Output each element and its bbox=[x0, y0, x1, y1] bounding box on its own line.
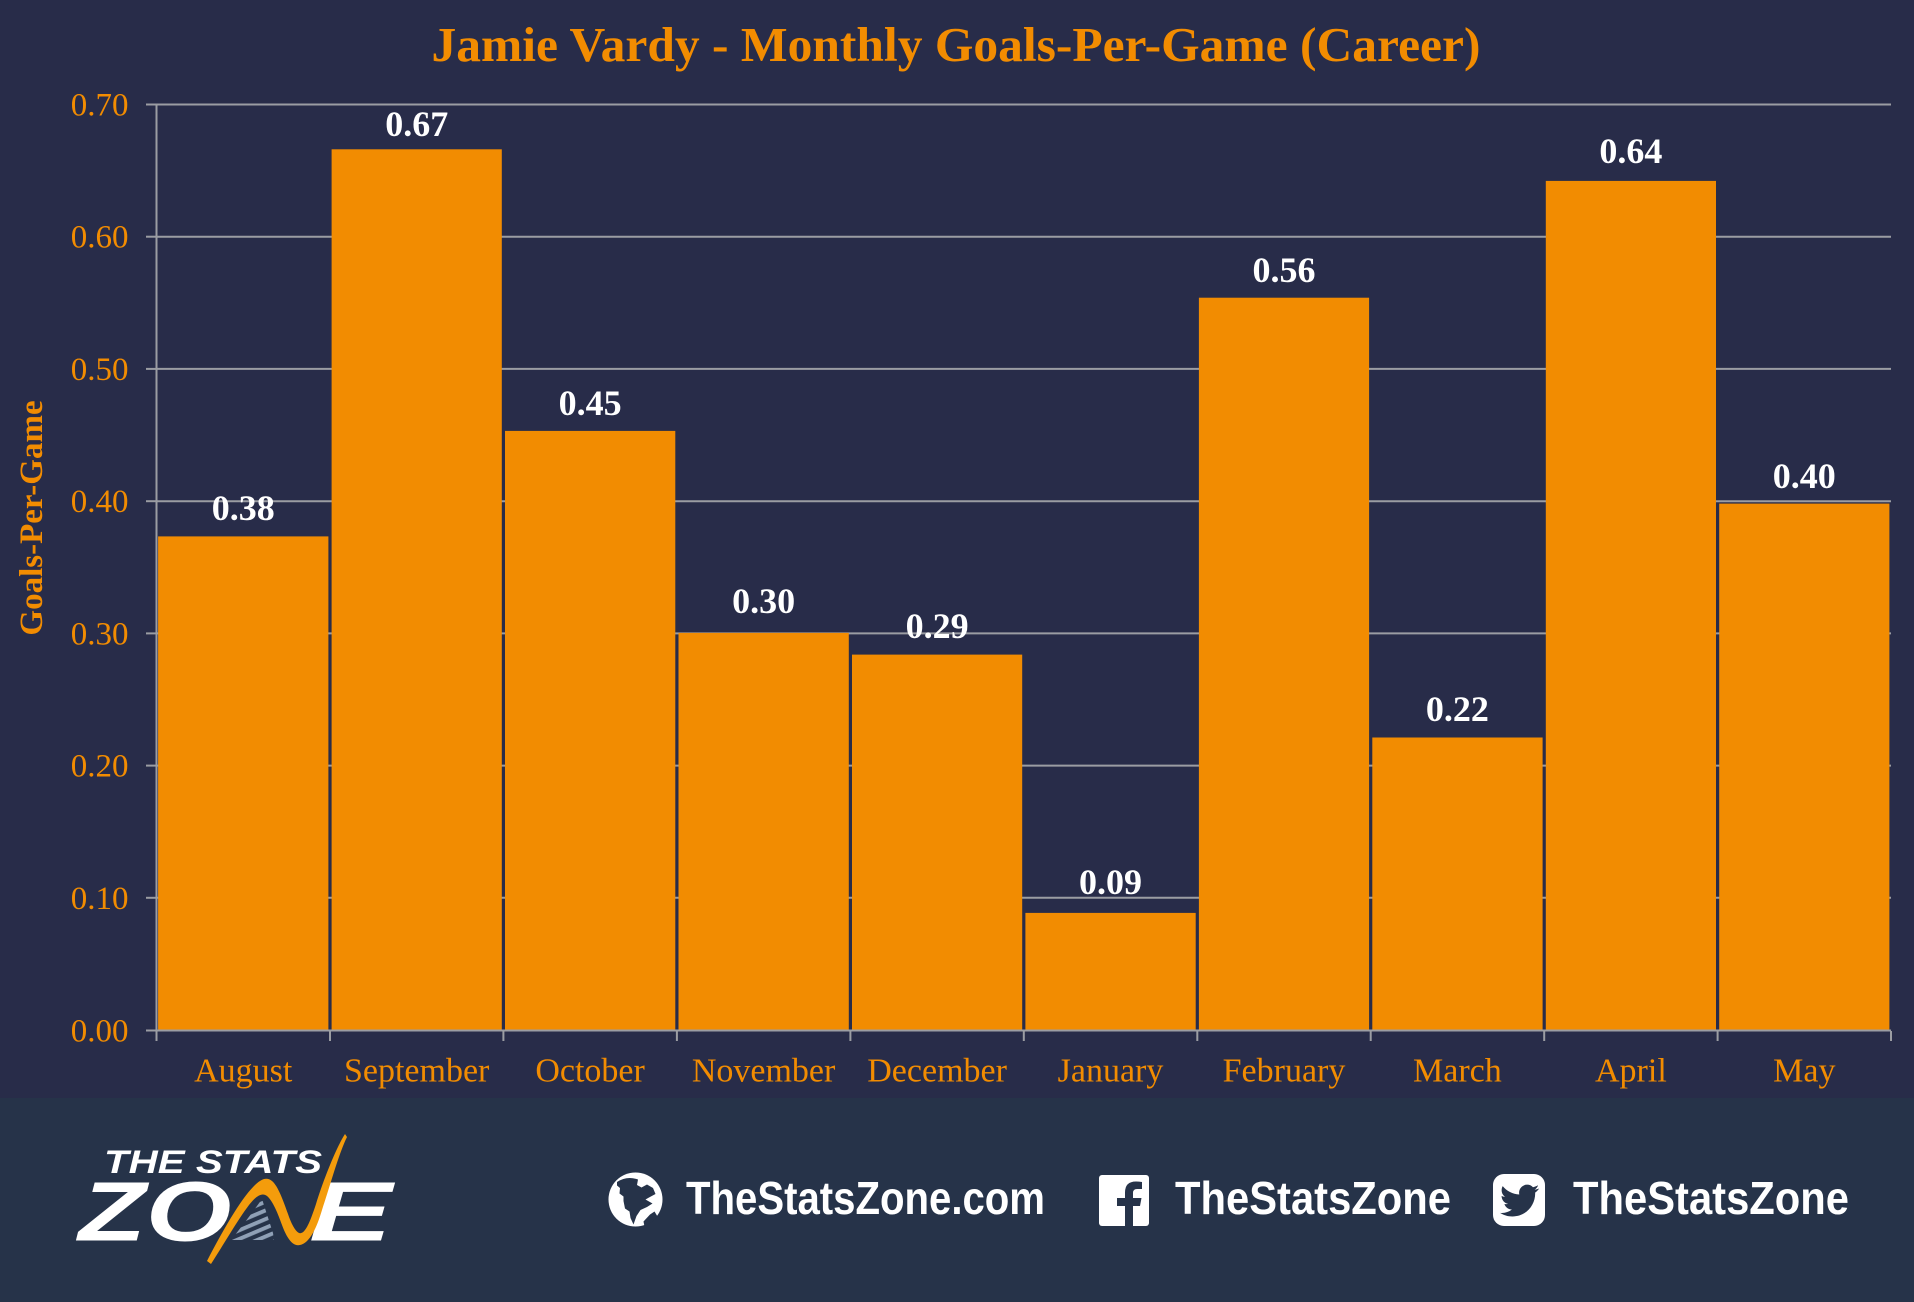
svg-text:December: December bbox=[867, 1053, 1007, 1090]
svg-text:March: March bbox=[1413, 1053, 1502, 1090]
svg-text:0.29: 0.29 bbox=[906, 606, 969, 646]
svg-text:Jamie Vardy - Monthly Goals-Pe: Jamie Vardy - Monthly Goals-Per-Game (Ca… bbox=[432, 17, 1481, 72]
svg-text:THE STATS: THE STATS bbox=[104, 1144, 323, 1180]
svg-text:0.00: 0.00 bbox=[71, 1014, 129, 1050]
svg-text:August: August bbox=[194, 1053, 293, 1090]
svg-text:0.40: 0.40 bbox=[1773, 456, 1836, 496]
svg-text:ZO: ZO bbox=[76, 1165, 232, 1259]
svg-text:0.30: 0.30 bbox=[732, 581, 795, 621]
svg-text:0.09: 0.09 bbox=[1079, 862, 1142, 902]
svg-text:0.67: 0.67 bbox=[385, 104, 448, 144]
svg-text:February: February bbox=[1223, 1053, 1346, 1090]
svg-text:0.64: 0.64 bbox=[1599, 131, 1662, 171]
svg-text:TheStatsZone.com: TheStatsZone.com bbox=[686, 1172, 1045, 1224]
svg-text:0.56: 0.56 bbox=[1253, 250, 1316, 290]
svg-text:0.40: 0.40 bbox=[71, 484, 129, 520]
svg-text:October: October bbox=[535, 1053, 645, 1090]
svg-text:September: September bbox=[344, 1053, 490, 1090]
svg-text:TheStatsZone: TheStatsZone bbox=[1573, 1172, 1849, 1224]
svg-text:April: April bbox=[1595, 1053, 1667, 1090]
svg-text:TheStatsZone: TheStatsZone bbox=[1175, 1172, 1451, 1224]
svg-text:Goals-Per-Game: Goals-Per-Game bbox=[14, 400, 50, 635]
svg-text:0.45: 0.45 bbox=[559, 383, 622, 423]
svg-text:0.70: 0.70 bbox=[71, 88, 129, 124]
svg-text:November: November bbox=[692, 1053, 836, 1090]
svg-text:0.60: 0.60 bbox=[71, 220, 129, 256]
svg-text:0.38: 0.38 bbox=[212, 488, 275, 528]
svg-text:0.22: 0.22 bbox=[1426, 689, 1489, 729]
svg-text:0.30: 0.30 bbox=[71, 616, 129, 652]
svg-text:0.20: 0.20 bbox=[71, 749, 129, 785]
svg-text:0.10: 0.10 bbox=[71, 881, 129, 917]
svg-text:E: E bbox=[309, 1165, 396, 1259]
svg-text:0.50: 0.50 bbox=[71, 352, 129, 388]
svg-text:May: May bbox=[1773, 1053, 1835, 1090]
svg-text:January: January bbox=[1058, 1053, 1164, 1090]
